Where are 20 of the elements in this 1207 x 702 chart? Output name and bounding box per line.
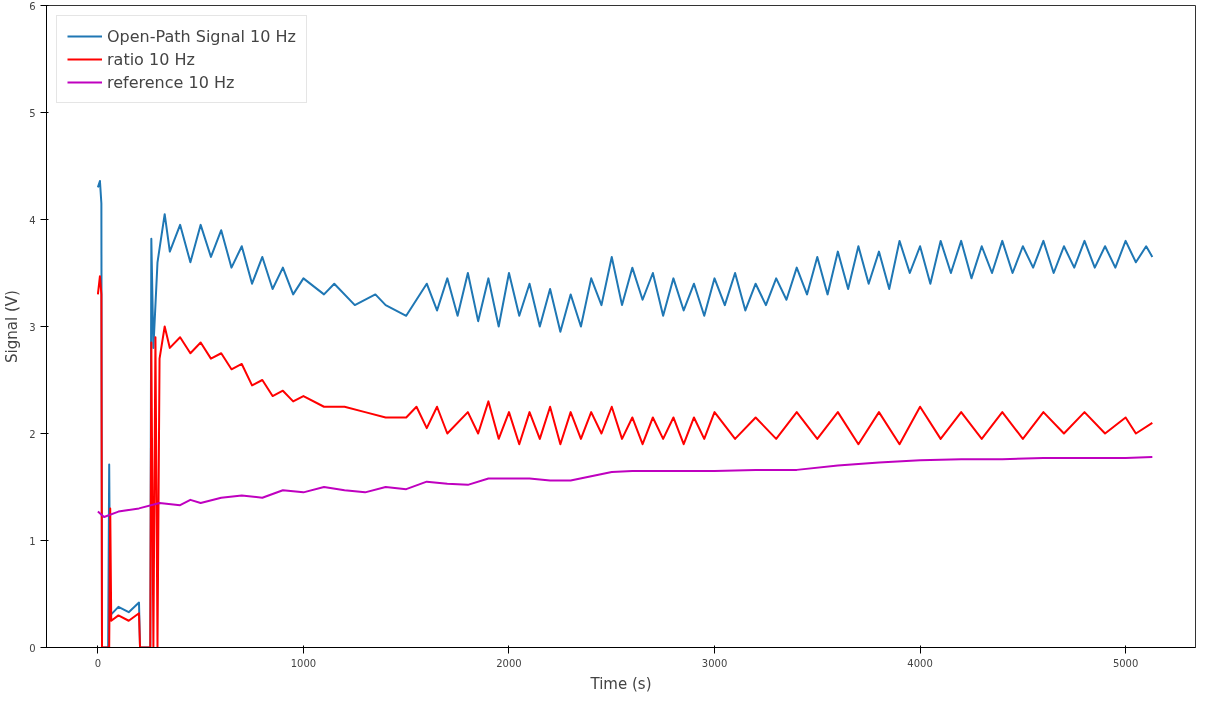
y-tick-label: 0 [29,642,36,654]
y-tick-label: 1 [29,535,36,547]
x-axis-title: Time (s) [589,674,652,693]
x-tick-label: 1000 [290,657,317,669]
y-tick-label: 5 [29,107,36,119]
y-tick-label: 3 [29,321,36,333]
y-axis-title: Signal (V) [3,290,22,363]
x-tick-label: 5000 [1112,657,1139,669]
x-tick-label: 2000 [496,657,522,669]
line-series [96,275,1154,648]
legend-label: Open-Path Signal 10 Hz [107,26,296,46]
legend-label: reference 10 Hz [107,72,235,92]
legend-label: ratio 10 Hz [107,49,195,69]
x-tick-label: 3000 [701,657,728,669]
y-tick-label: 4 [29,214,36,226]
line-series [96,456,1154,518]
y-tick-label: 6 [29,0,36,12]
x-tick-label: 4000 [907,657,933,669]
y-tick-label: 2 [29,428,36,440]
x-tick-label: 0 [94,657,102,669]
